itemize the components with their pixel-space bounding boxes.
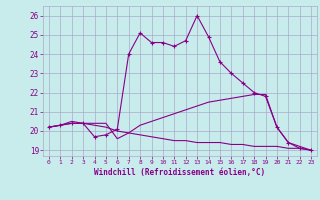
X-axis label: Windchill (Refroidissement éolien,°C): Windchill (Refroidissement éolien,°C) [94, 168, 266, 177]
